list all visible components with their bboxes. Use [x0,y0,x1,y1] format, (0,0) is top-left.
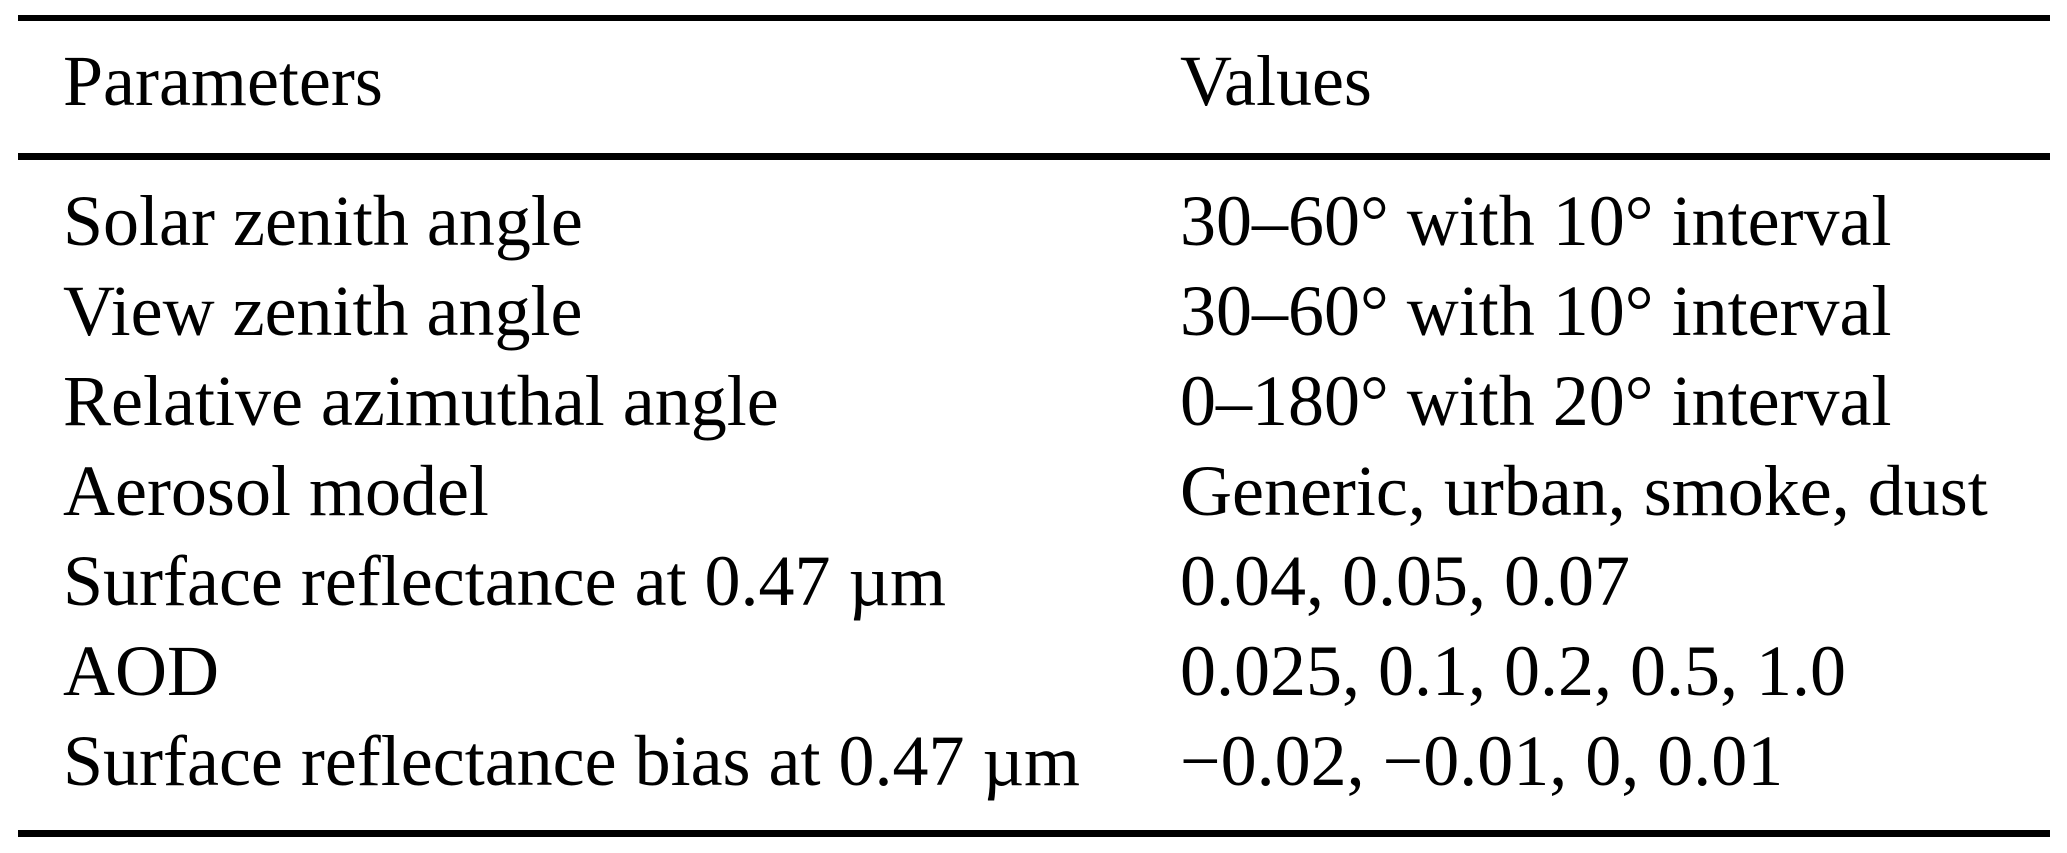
table-row: Surface reflectance at 0.47 µm 0.04, 0.0… [63,536,2050,626]
parameter-cell: Solar zenith angle [63,181,583,261]
value-cell: 30–60° with 10° interval [1180,271,1892,351]
parameter-cell: Surface reflectance bias at 0.47 µm [63,721,1080,801]
table-row: AOD 0.025, 0.1, 0.2, 0.5, 1.0 [63,626,2050,716]
column-header-values: Values [1180,41,1372,121]
table-row: Solar zenith angle 30–60° with 10° inter… [63,176,2050,266]
value-cell: 0.04, 0.05, 0.07 [1180,541,1630,621]
table-bottom-rule [18,830,2050,837]
value-cell: 30–60° with 10° interval [1180,181,1892,261]
table-row: Surface reflectance bias at 0.47 µm −0.0… [63,716,2050,806]
value-cell: 0.025, 0.1, 0.2, 0.5, 1.0 [1180,631,1846,711]
parameter-cell: View zenith angle [63,271,583,351]
parameter-cell: Relative azimuthal angle [63,361,779,441]
parameter-cell: Aerosol model [63,451,489,531]
table-row: Relative azimuthal angle 0–180° with 20°… [63,356,2050,446]
table-header-rule [18,153,2050,160]
value-cell: −0.02, −0.01, 0, 0.01 [1180,721,1784,801]
table-row: Aerosol model Generic, urban, smoke, dus… [63,446,2050,536]
value-cell: Generic, urban, smoke, dust [1180,451,1988,531]
table-row: View zenith angle 30–60° with 10° interv… [63,266,2050,356]
table-header-row: Parameters Values [18,21,2050,153]
value-cell: 0–180° with 20° interval [1180,361,1892,441]
parameter-cell: Surface reflectance at 0.47 µm [63,541,947,621]
parameters-table: Parameters Values Solar zenith angle 30–… [18,15,2050,837]
column-header-parameters: Parameters [63,41,383,121]
table-body: Solar zenith angle 30–60° with 10° inter… [18,160,2050,830]
parameter-cell: AOD [63,631,219,711]
table-top-rule [18,15,2050,21]
